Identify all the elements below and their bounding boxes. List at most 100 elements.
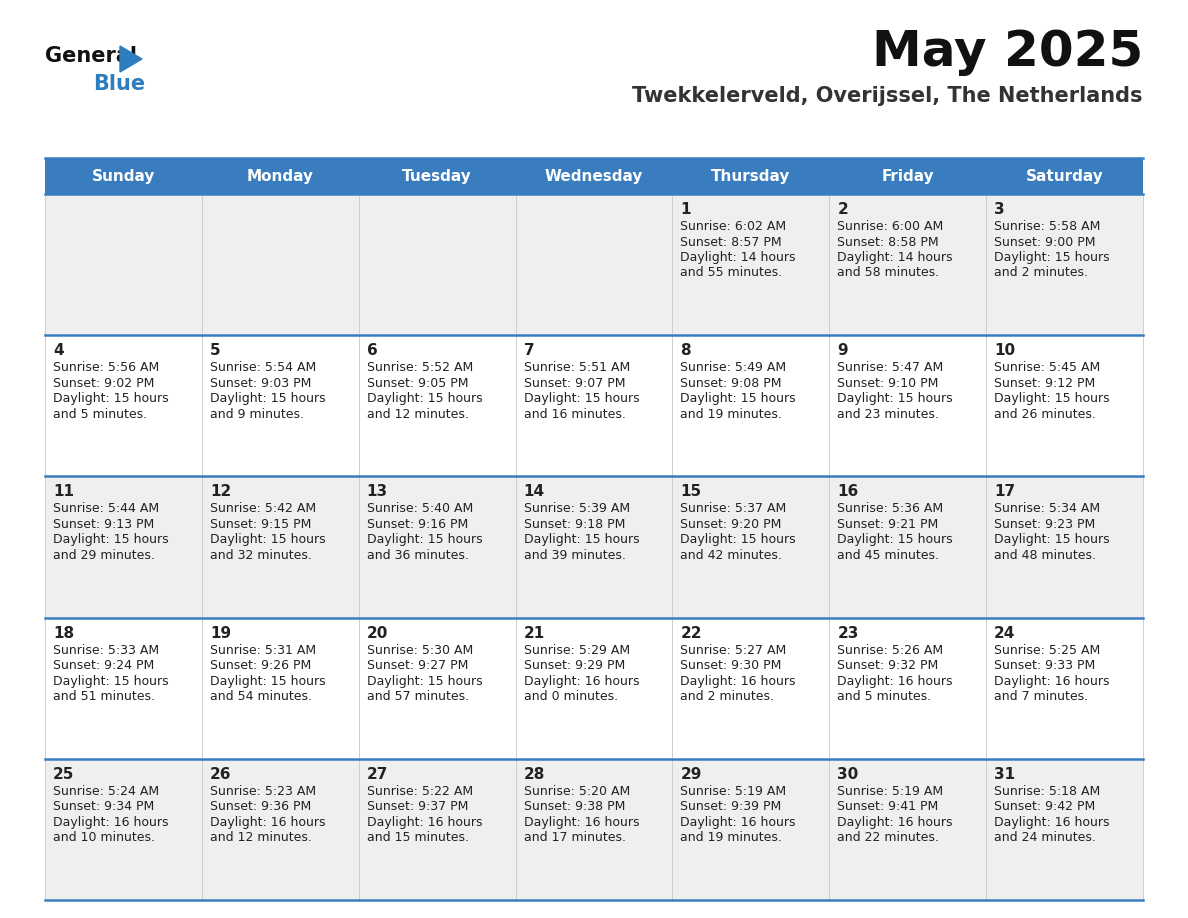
Text: Daylight: 16 hours: Daylight: 16 hours: [994, 675, 1110, 688]
Text: and 2 minutes.: and 2 minutes.: [681, 690, 775, 703]
Text: Sunset: 9:38 PM: Sunset: 9:38 PM: [524, 800, 625, 813]
Text: Sunrise: 5:29 AM: Sunrise: 5:29 AM: [524, 644, 630, 656]
Text: Sunrise: 5:40 AM: Sunrise: 5:40 AM: [367, 502, 473, 515]
Text: 26: 26: [210, 767, 232, 782]
Text: and 12 minutes.: and 12 minutes.: [367, 408, 468, 420]
Text: Daylight: 16 hours: Daylight: 16 hours: [524, 816, 639, 829]
Text: Twekkelerveld, Overijssel, The Netherlands: Twekkelerveld, Overijssel, The Netherlan…: [632, 86, 1143, 106]
Text: Sunrise: 5:58 AM: Sunrise: 5:58 AM: [994, 220, 1100, 233]
Text: 18: 18: [53, 625, 74, 641]
Text: Sunset: 9:36 PM: Sunset: 9:36 PM: [210, 800, 311, 813]
Text: and 36 minutes.: and 36 minutes.: [367, 549, 468, 562]
Text: Sunrise: 5:39 AM: Sunrise: 5:39 AM: [524, 502, 630, 515]
Text: Daylight: 15 hours: Daylight: 15 hours: [210, 392, 326, 405]
Text: Daylight: 15 hours: Daylight: 15 hours: [994, 392, 1110, 405]
Text: Wednesday: Wednesday: [545, 169, 643, 184]
Text: Sunrise: 5:42 AM: Sunrise: 5:42 AM: [210, 502, 316, 515]
Text: and 24 minutes.: and 24 minutes.: [994, 832, 1097, 845]
Bar: [359, 476, 516, 618]
Text: Sunset: 9:03 PM: Sunset: 9:03 PM: [210, 376, 311, 390]
Text: 21: 21: [524, 625, 545, 641]
Text: 24: 24: [994, 625, 1016, 641]
Text: Daylight: 15 hours: Daylight: 15 hours: [838, 533, 953, 546]
Text: and 10 minutes.: and 10 minutes.: [53, 832, 154, 845]
Bar: [45, 335, 202, 476]
Text: and 48 minutes.: and 48 minutes.: [994, 549, 1097, 562]
Text: and 0 minutes.: and 0 minutes.: [524, 690, 618, 703]
Text: 17: 17: [994, 485, 1016, 499]
Text: Daylight: 15 hours: Daylight: 15 hours: [681, 533, 796, 546]
Bar: [986, 759, 1143, 900]
Text: 3: 3: [994, 202, 1005, 217]
Text: and 29 minutes.: and 29 minutes.: [53, 549, 154, 562]
Text: Sunset: 9:33 PM: Sunset: 9:33 PM: [994, 659, 1095, 672]
Text: Sunset: 8:57 PM: Sunset: 8:57 PM: [681, 236, 782, 249]
Bar: [45, 158, 1143, 194]
Text: Sunset: 9:39 PM: Sunset: 9:39 PM: [681, 800, 782, 813]
Bar: [516, 618, 672, 759]
Text: Sunset: 9:24 PM: Sunset: 9:24 PM: [53, 659, 154, 672]
Text: Daylight: 14 hours: Daylight: 14 hours: [681, 251, 796, 264]
Text: Daylight: 15 hours: Daylight: 15 hours: [367, 533, 482, 546]
Text: 29: 29: [681, 767, 702, 782]
Text: Sunset: 9:18 PM: Sunset: 9:18 PM: [524, 518, 625, 531]
Text: Daylight: 15 hours: Daylight: 15 hours: [681, 392, 796, 405]
Text: 27: 27: [367, 767, 388, 782]
Text: Daylight: 16 hours: Daylight: 16 hours: [524, 675, 639, 688]
Text: Sunrise: 5:30 AM: Sunrise: 5:30 AM: [367, 644, 473, 656]
Text: 10: 10: [994, 343, 1016, 358]
Bar: [829, 476, 986, 618]
Text: Sunrise: 5:47 AM: Sunrise: 5:47 AM: [838, 361, 943, 375]
Text: Sunrise: 5:36 AM: Sunrise: 5:36 AM: [838, 502, 943, 515]
Text: Sunset: 9:05 PM: Sunset: 9:05 PM: [367, 376, 468, 390]
Bar: [672, 194, 829, 335]
Text: Daylight: 15 hours: Daylight: 15 hours: [524, 392, 639, 405]
Text: Daylight: 16 hours: Daylight: 16 hours: [53, 816, 169, 829]
Text: and 32 minutes.: and 32 minutes.: [210, 549, 311, 562]
Text: Sunset: 9:12 PM: Sunset: 9:12 PM: [994, 376, 1095, 390]
Text: and 57 minutes.: and 57 minutes.: [367, 690, 469, 703]
Text: Sunset: 9:27 PM: Sunset: 9:27 PM: [367, 659, 468, 672]
Bar: [672, 335, 829, 476]
Text: 31: 31: [994, 767, 1016, 782]
Text: and 39 minutes.: and 39 minutes.: [524, 549, 625, 562]
Bar: [202, 476, 359, 618]
Text: 28: 28: [524, 767, 545, 782]
Text: and 12 minutes.: and 12 minutes.: [210, 832, 311, 845]
Text: Daylight: 15 hours: Daylight: 15 hours: [367, 675, 482, 688]
Text: Blue: Blue: [93, 74, 145, 94]
Text: Sunset: 9:34 PM: Sunset: 9:34 PM: [53, 800, 154, 813]
Text: Daylight: 15 hours: Daylight: 15 hours: [838, 392, 953, 405]
Text: and 22 minutes.: and 22 minutes.: [838, 832, 940, 845]
Text: 8: 8: [681, 343, 691, 358]
Bar: [516, 476, 672, 618]
Text: Sunrise: 5:49 AM: Sunrise: 5:49 AM: [681, 361, 786, 375]
Bar: [986, 194, 1143, 335]
Text: Sunset: 9:42 PM: Sunset: 9:42 PM: [994, 800, 1095, 813]
Text: Friday: Friday: [881, 169, 934, 184]
Text: and 58 minutes.: and 58 minutes.: [838, 266, 940, 279]
Text: Sunset: 9:41 PM: Sunset: 9:41 PM: [838, 800, 939, 813]
Text: Daylight: 14 hours: Daylight: 14 hours: [838, 251, 953, 264]
Text: Sunrise: 5:27 AM: Sunrise: 5:27 AM: [681, 644, 786, 656]
Text: Daylight: 16 hours: Daylight: 16 hours: [681, 816, 796, 829]
Bar: [986, 476, 1143, 618]
Text: Sunrise: 5:24 AM: Sunrise: 5:24 AM: [53, 785, 159, 798]
Text: Sunrise: 5:54 AM: Sunrise: 5:54 AM: [210, 361, 316, 375]
Text: Sunset: 9:07 PM: Sunset: 9:07 PM: [524, 376, 625, 390]
Text: 2: 2: [838, 202, 848, 217]
Text: and 19 minutes.: and 19 minutes.: [681, 408, 783, 420]
Text: Daylight: 16 hours: Daylight: 16 hours: [994, 816, 1110, 829]
Text: Thursday: Thursday: [712, 169, 790, 184]
Text: Sunset: 9:00 PM: Sunset: 9:00 PM: [994, 236, 1095, 249]
Text: Sunset: 8:58 PM: Sunset: 8:58 PM: [838, 236, 939, 249]
Polygon shape: [120, 46, 143, 72]
Text: Sunrise: 5:45 AM: Sunrise: 5:45 AM: [994, 361, 1100, 375]
Text: General: General: [45, 46, 137, 66]
Text: Sunrise: 5:20 AM: Sunrise: 5:20 AM: [524, 785, 630, 798]
Bar: [672, 618, 829, 759]
Text: 11: 11: [53, 485, 74, 499]
Text: Sunset: 9:15 PM: Sunset: 9:15 PM: [210, 518, 311, 531]
Bar: [45, 194, 202, 335]
Bar: [672, 759, 829, 900]
